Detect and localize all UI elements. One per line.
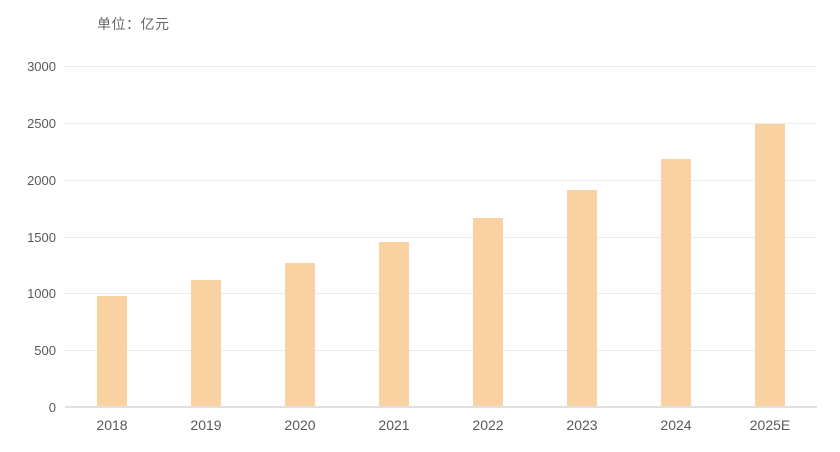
unit-label: 单位：亿元: [97, 16, 170, 32]
y-tick-label: 2000: [27, 172, 56, 188]
gridline: [65, 179, 817, 181]
y-tick-label: 2500: [27, 115, 56, 131]
x-tick-label: 2018: [96, 417, 128, 433]
gridline: [65, 66, 817, 67]
y-tick-label: 3000: [27, 59, 56, 74]
y-tick-label: 1000: [27, 286, 56, 302]
gridline: [65, 293, 817, 295]
y-tick-label: 0: [48, 400, 56, 415]
x-axis-line: [65, 406, 817, 408]
bar-2019: [191, 280, 221, 406]
gridline: [65, 236, 817, 238]
y-tick-label: 1500: [27, 229, 56, 245]
x-tick-label: 2019: [190, 417, 222, 433]
bar-2020: [285, 262, 315, 406]
bar-2018: [97, 295, 127, 406]
bar-2024: [661, 159, 691, 406]
gridline: [65, 122, 817, 124]
bar-2025E: [755, 124, 785, 406]
bar-2022: [473, 217, 503, 406]
x-tick-label: 2020: [284, 417, 316, 433]
x-tick-label: 2024: [660, 417, 692, 433]
x-tick-label: 2023: [566, 417, 598, 433]
bar-2021: [379, 242, 409, 406]
bar-2023: [567, 190, 597, 406]
gridline: [65, 350, 817, 352]
x-tick-label: 2021: [378, 417, 410, 433]
y-tick-label: 500: [34, 343, 56, 359]
plot-area: [65, 66, 817, 408]
x-tick-label: 2025E: [749, 417, 791, 433]
x-tick-label: 2022: [472, 417, 504, 433]
